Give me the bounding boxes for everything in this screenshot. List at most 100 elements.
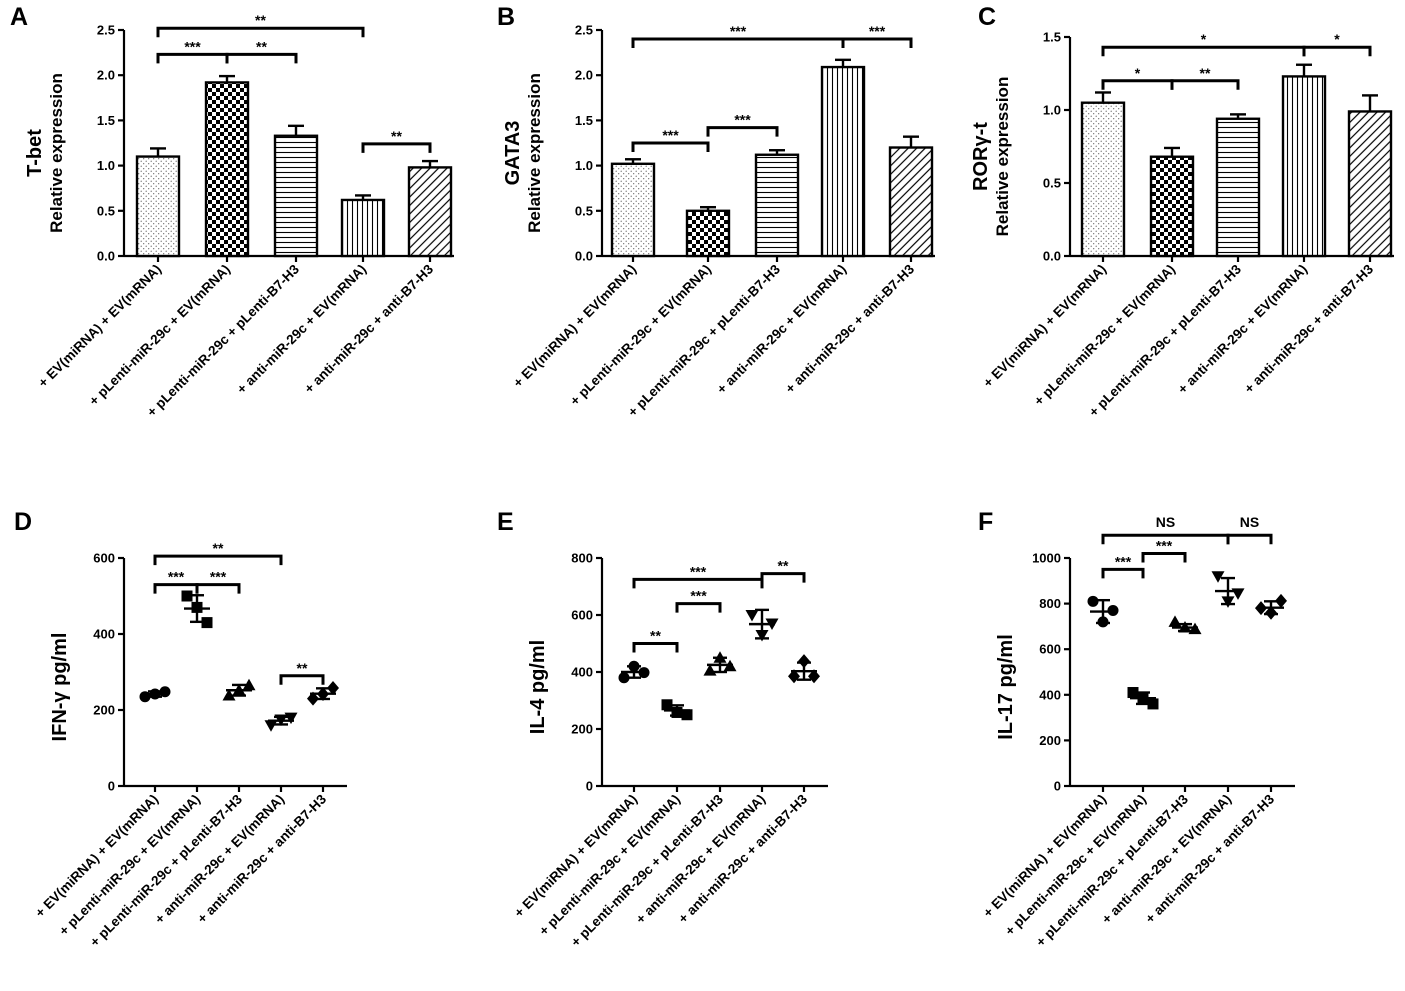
y-tick-label: 1.0	[575, 158, 593, 173]
bar	[1080, 101, 1126, 258]
significance-label: NS	[1240, 514, 1259, 530]
y-tick-label: 600	[93, 551, 115, 566]
y-tick-label: 400	[1039, 687, 1061, 702]
significance-label: **	[213, 540, 224, 556]
significance-bracket	[631, 37, 845, 49]
significance-bracket	[1302, 45, 1372, 57]
significance-bracket	[1101, 45, 1306, 57]
data-point	[661, 699, 673, 711]
significance-label: ***	[869, 23, 886, 39]
y-tick-label: 0.5	[575, 203, 593, 218]
y-tick-label: 0.0	[575, 249, 593, 264]
bar	[1347, 110, 1393, 258]
x-category-label: + EV(miRNA) + EV(mRNA)	[510, 262, 639, 391]
bar	[1215, 117, 1261, 258]
significance-label: **	[391, 128, 402, 144]
data-point	[222, 689, 236, 701]
y-tick-label: 1.5	[1043, 30, 1061, 45]
data-point	[618, 672, 630, 684]
significance-label: ***	[1156, 537, 1173, 553]
data-point	[264, 720, 278, 732]
significance-label: **	[256, 38, 267, 54]
significance-bracket	[195, 583, 241, 594]
significance-label: ***	[1115, 553, 1132, 569]
y-tick-label: 0.5	[97, 203, 115, 218]
bar	[135, 155, 181, 258]
y-tick-label: 1.5	[575, 113, 593, 128]
bar	[754, 153, 800, 258]
y-tick-label: 600	[1039, 642, 1061, 657]
y-tick-label: 2.5	[575, 23, 593, 38]
significance-label: ***	[690, 588, 707, 604]
significance-bracket	[153, 554, 283, 566]
data-point	[201, 617, 213, 629]
y-tick-label: 200	[1039, 733, 1061, 748]
significance-label: ***	[662, 127, 679, 143]
bar	[888, 146, 934, 258]
y-axis-label: IL-17 pg/ml	[995, 634, 1017, 740]
y-tick-label: 1.0	[97, 158, 115, 173]
y-tick-label: 600	[571, 608, 593, 623]
significance-label: *	[1334, 31, 1340, 47]
data-point	[1087, 595, 1099, 607]
bar	[1281, 75, 1327, 258]
data-point	[284, 712, 298, 725]
x-category-label: + anti-miR-29c + EV(mRNA)	[714, 262, 849, 397]
data-point	[1127, 687, 1139, 699]
x-category-label: + pLenti-miR-29c + EV(mRNA)	[86, 262, 233, 409]
x-category-label: + EV(miRNA) + EV(mRNA)	[980, 262, 1109, 391]
x-category-label: + anti-miR-29c + anti-B7-H3	[1241, 261, 1376, 396]
panel-letter: C	[978, 3, 996, 31]
y-tick-label: 1.0	[1043, 103, 1061, 118]
significance-bracket	[156, 52, 229, 64]
significance-bracket	[225, 52, 298, 64]
y-tick-label: 1000	[1032, 551, 1061, 566]
significance-label: NS	[1156, 514, 1175, 530]
significance-label: **	[255, 12, 266, 28]
significance-bracket	[156, 26, 365, 38]
y-axis-label: T-betRelative expression	[24, 73, 66, 233]
bar	[685, 209, 731, 258]
y-tick-label: 400	[571, 665, 593, 680]
x-category-label: + anti-miR-29c + anti-B7-H3	[301, 261, 436, 396]
data-point	[681, 709, 693, 721]
data-point	[798, 654, 810, 669]
panel-a: A T-betRelative expression 0.0 0.5 1.0 1.5 2.0…	[10, 3, 454, 420]
bar	[820, 65, 866, 258]
y-tick-label: 0.0	[97, 249, 115, 264]
significance-bracket	[1170, 79, 1240, 90]
significance-bracket	[706, 126, 779, 137]
y-axis-label: IFN-γ pg/ml	[49, 633, 71, 742]
bar	[273, 134, 319, 258]
bar	[340, 198, 386, 258]
panel-letter: A	[10, 3, 28, 31]
significance-bracket	[279, 674, 325, 685]
panel-letter: E	[497, 508, 514, 536]
y-tick-label: 0	[586, 779, 593, 794]
y-tick-label: 2.5	[97, 23, 115, 38]
x-category-label: + pLenti-miR-29c + pLenti-B7-H3	[568, 791, 726, 949]
significance-bracket	[760, 572, 806, 583]
significance-label: ***	[210, 569, 227, 585]
y-axis-label: GATA3Relative expression	[502, 73, 544, 233]
significance-bracket	[361, 142, 432, 153]
data-point	[745, 610, 759, 622]
y-tick-label: 200	[93, 703, 115, 718]
bar	[610, 162, 656, 258]
y-axis-measure-label: Relative expression	[993, 77, 1012, 237]
significance-label: **	[297, 660, 308, 676]
panel-letter: B	[497, 3, 515, 31]
significance-label: **	[778, 558, 789, 574]
panel-letter: F	[978, 508, 993, 536]
bar	[1149, 155, 1195, 258]
significance-label: ***	[690, 563, 707, 579]
data-point	[1147, 698, 1159, 710]
significance-bracket	[1226, 533, 1273, 545]
bar	[407, 166, 453, 258]
significance-label: **	[650, 628, 661, 644]
significance-label: ***	[734, 112, 751, 128]
